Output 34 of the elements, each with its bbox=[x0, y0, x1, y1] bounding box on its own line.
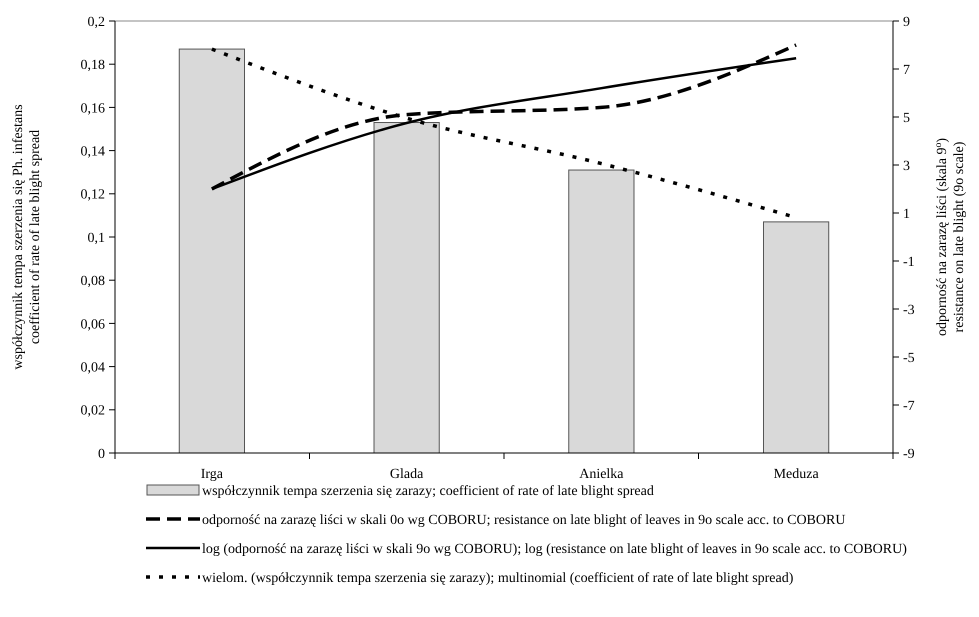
x-tick-label: Anielka bbox=[579, 467, 624, 482]
y-tick-label: 0,14 bbox=[80, 144, 105, 160]
y2-tick-label: 3 bbox=[903, 158, 910, 174]
legend-label: wielom. (współczynnik tempa szerzenia się zarazy); multinomial (coefficient of rate of late blight spread) bbox=[202, 570, 794, 586]
bar bbox=[568, 170, 634, 454]
y-tick-label: 0,08 bbox=[80, 274, 105, 290]
y-tick-label: 0,02 bbox=[80, 404, 105, 419]
x-tick-label: Meduza bbox=[774, 467, 820, 482]
x-tick-label: Glada bbox=[390, 467, 424, 482]
y-tick-label: 0,1 bbox=[88, 230, 105, 246]
legend-label: log (odporność na zarazę liści w skali 9o wg COBORU); log (resistance on late blight of leaves in 9o scale acc. to COBORU) bbox=[202, 542, 908, 557]
y-tick-label: 0,06 bbox=[80, 317, 105, 332]
y2-tick-label: -7 bbox=[903, 398, 915, 414]
y2-tick-label: 9 bbox=[903, 14, 910, 30]
y2-tick-label: -3 bbox=[903, 302, 915, 318]
x-tick-label: Irga bbox=[200, 467, 224, 482]
y-tick-label: 0,2 bbox=[88, 14, 105, 30]
bar bbox=[374, 122, 440, 454]
y2-tick-label: 1 bbox=[903, 206, 910, 222]
legend-label: współczynnik tempa szerzenia się zarazy; coefficient of rate of late blight spread bbox=[202, 484, 654, 499]
y-tick-label: 0,12 bbox=[80, 188, 105, 203]
y2-tick-label: -9 bbox=[903, 446, 915, 462]
bar bbox=[178, 48, 246, 454]
y2-tick-label: 7 bbox=[903, 62, 910, 78]
y-tick-label: 0 bbox=[98, 446, 105, 462]
y2-tick-label: -1 bbox=[903, 254, 915, 270]
bar bbox=[762, 221, 830, 454]
y-tick-label: 0,18 bbox=[80, 58, 105, 74]
legend-label: odporność na zarazę liści w skali 0o wg COBORU; resistance on late blight of leaves in 9o scale acc. to COBORU bbox=[202, 512, 846, 528]
y-axis-title: współczynnik tempa szerzenia się Ph. infestans coefficient of rate of late blight spread bbox=[11, 104, 43, 370]
y2-tick-label: 5 bbox=[903, 110, 910, 126]
y-tick-label: 0,16 bbox=[80, 101, 105, 116]
y-tick-label: 0,04 bbox=[80, 360, 105, 376]
y2-tick-label: -5 bbox=[903, 350, 915, 366]
